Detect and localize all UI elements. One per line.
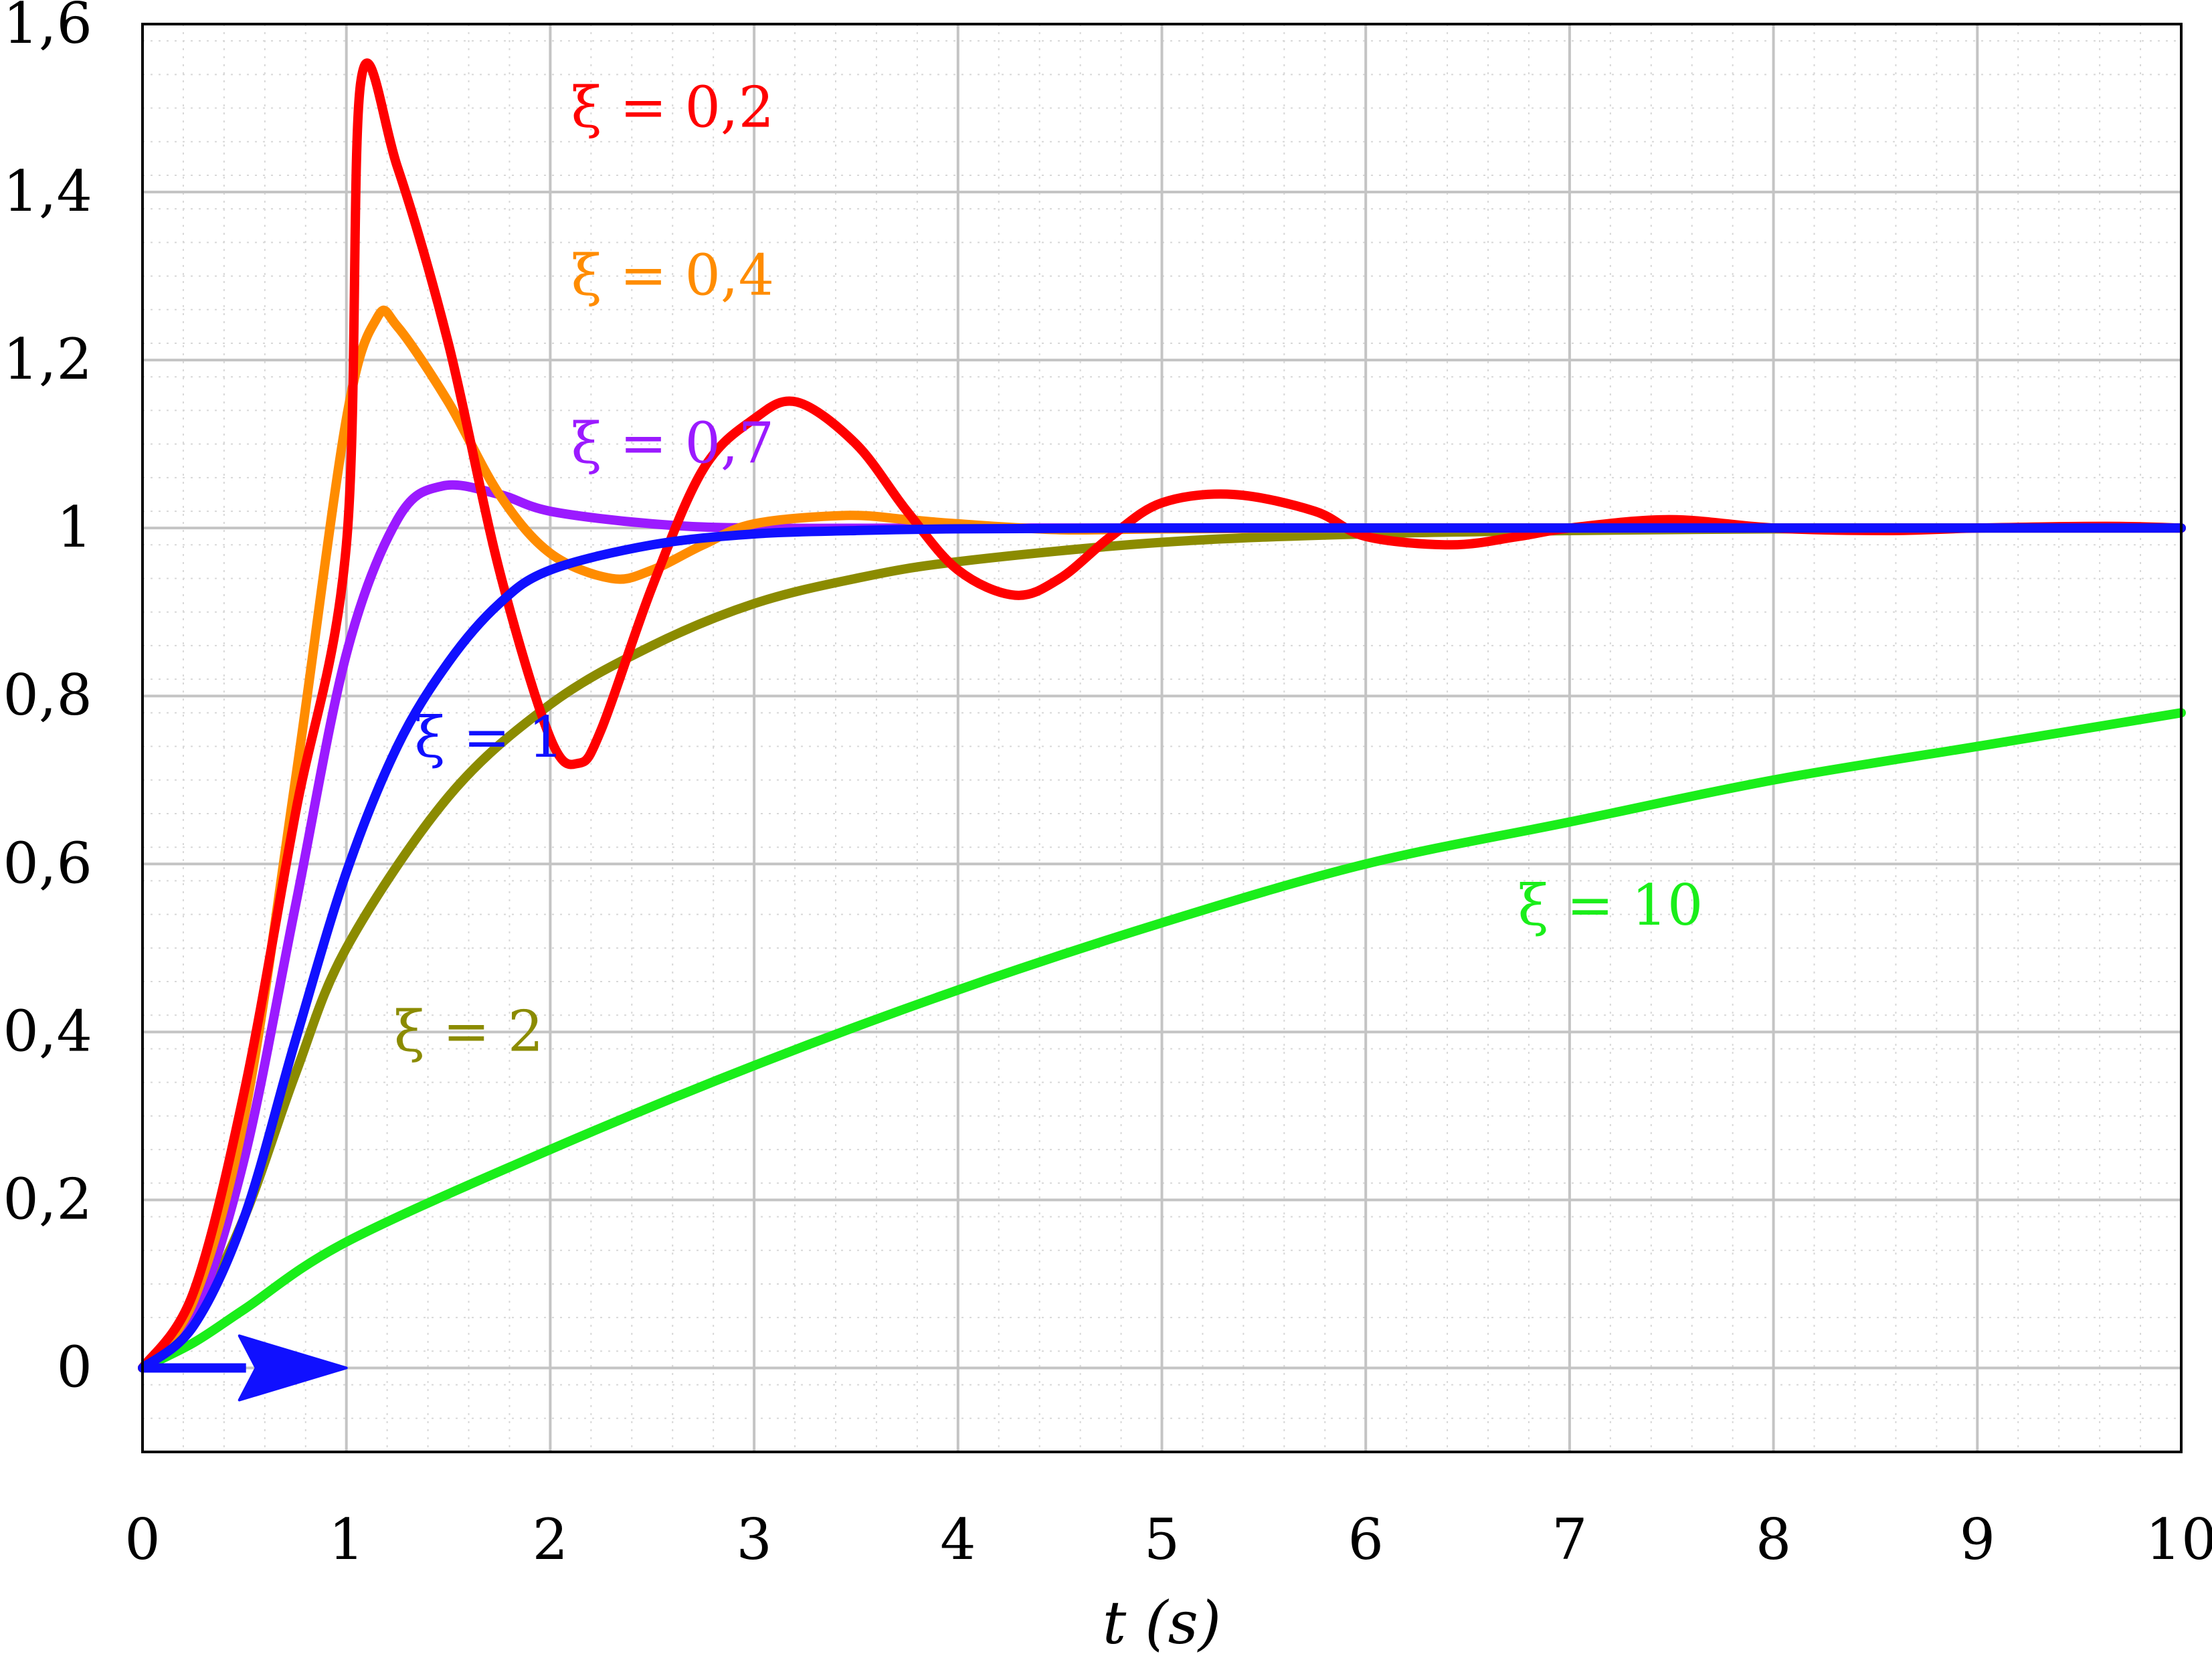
y-tick-label: 0,2	[3, 1166, 92, 1232]
curve-label: ξ = 0,7	[571, 411, 774, 476]
x-axis-title: t (s)	[1103, 1588, 1221, 1653]
y-tick-label: 1,2	[3, 327, 92, 392]
y-tick-label: 1	[57, 494, 92, 560]
x-tick-label: 2	[533, 1507, 568, 1572]
curve-label: ξ = 2	[394, 998, 544, 1064]
y-tick-label: 0,8	[3, 662, 92, 728]
curve-label: ξ = 0,4	[571, 243, 774, 308]
arrow-layer	[143, 1334, 348, 1402]
annotation-layer: ξ = 0,2 ξ = 0,4 ξ = 0,7 ξ = 1 ξ = 2 ξ = 10	[394, 75, 1703, 1065]
y-tick-label: 1,6	[3, 0, 92, 56]
x-tick-label: 4	[940, 1507, 976, 1572]
x-axis-ticks: 0 1 2 3 4 5 6 7 8 9 10	[124, 1507, 2212, 1572]
x-tick-label: 8	[1756, 1507, 1791, 1572]
x-tick-label: 7	[1552, 1507, 1587, 1572]
series-layer	[138, 58, 2186, 1373]
curve-label: ξ = 10	[1517, 872, 1703, 938]
x-tick-label: 10	[2146, 1507, 2212, 1572]
curve-label: ξ = 0,2	[571, 75, 774, 141]
y-tick-label: 0,6	[3, 830, 92, 896]
y-tick-label: 0	[57, 1334, 92, 1400]
x-tick-label: 5	[1144, 1507, 1180, 1572]
series-line	[138, 523, 2186, 1373]
x-tick-label: 9	[1960, 1507, 1995, 1572]
x-tick-label: 6	[1348, 1507, 1383, 1572]
plot-frame	[141, 23, 2183, 1453]
curve-label: ξ = 1	[414, 705, 564, 770]
x-tick-label: 0	[124, 1507, 160, 1572]
y-tick-label: 1,4	[3, 159, 92, 224]
x-tick-label: 3	[736, 1507, 771, 1572]
y-tick-label: 0,4	[3, 998, 92, 1064]
series-line	[138, 708, 2186, 1373]
x-tick-label: 1	[329, 1507, 364, 1572]
arrow-head	[238, 1334, 348, 1402]
y-axis-ticks: 0 0,2 0,4 0,6 0,8 1 1,2 1,4 1,6	[3, 0, 92, 1400]
